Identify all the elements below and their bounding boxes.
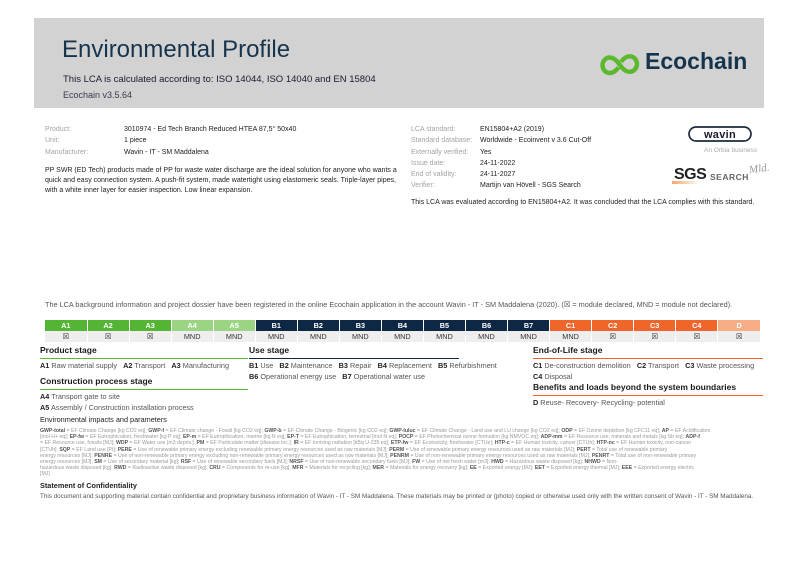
svg-text:wavin: wavin [703, 129, 736, 141]
